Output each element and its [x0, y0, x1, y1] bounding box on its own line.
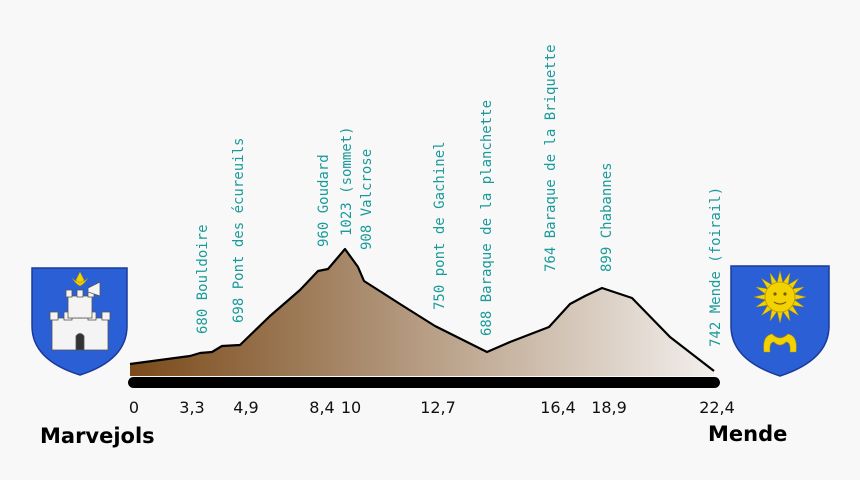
km-tick-label: 4,9	[233, 398, 258, 417]
waypoint-label: 680 Bouldoire	[195, 224, 211, 334]
distance-bar	[128, 377, 720, 388]
waypoint-label: 750 pont de Gachinel	[432, 141, 448, 310]
km-tick-label: 22,4	[699, 398, 735, 417]
km-tick-label: 12,7	[420, 398, 456, 417]
waypoint-label: 764 Baraque de la Briquette	[543, 44, 559, 272]
waypoint-label: 1023 (sommet)	[339, 126, 355, 236]
km-tick-label: 10	[341, 398, 361, 417]
waypoint-label: 960 Goudard	[316, 154, 332, 247]
waypoint-label: 688 Baraque de la planchette	[479, 100, 495, 336]
waypoint-label: 908 Valcrose	[359, 149, 375, 250]
km-tick-label: 18,9	[591, 398, 627, 417]
km-tick-label: 16,4	[540, 398, 576, 417]
end-town-label: Mende	[708, 422, 787, 446]
km-tick-label: 3,3	[179, 398, 204, 417]
km-tick-label: 8,4	[309, 398, 334, 417]
marvejols-coat-of-arms-icon	[31, 267, 128, 376]
elevation-profile-line	[129, 247, 715, 372]
mende-coat-of-arms-icon	[730, 265, 830, 377]
waypoint-label: 742 Mende (foirail)	[708, 187, 724, 347]
waypoint-label: 698 Pont des écureuils	[231, 138, 247, 323]
elevation-profile-area	[130, 249, 714, 376]
waypoint-label: 899 Chabannes	[599, 162, 615, 272]
km-tick-label: 0	[129, 398, 139, 417]
start-town-label: Marvejols	[40, 424, 155, 448]
